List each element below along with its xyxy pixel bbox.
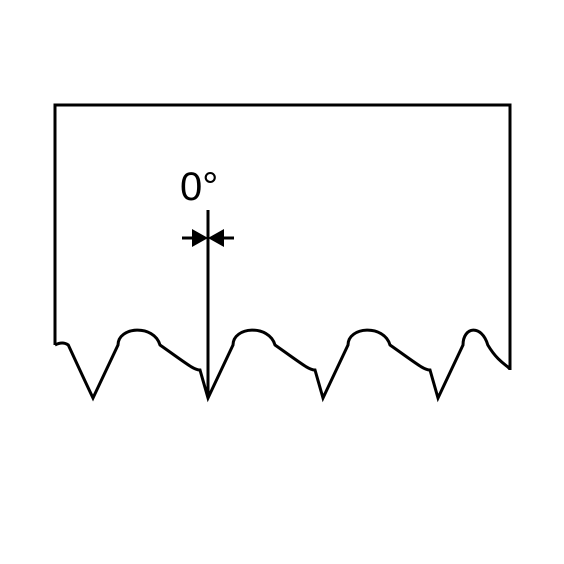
angle-arrow-right bbox=[208, 229, 224, 247]
blade-profile-diagram: 0° bbox=[0, 0, 564, 564]
rake-angle-label: 0° bbox=[180, 165, 218, 209]
blade-tooth-profile bbox=[55, 330, 510, 398]
blade-outline-top bbox=[55, 105, 510, 370]
angle-arrow-left bbox=[192, 229, 208, 247]
